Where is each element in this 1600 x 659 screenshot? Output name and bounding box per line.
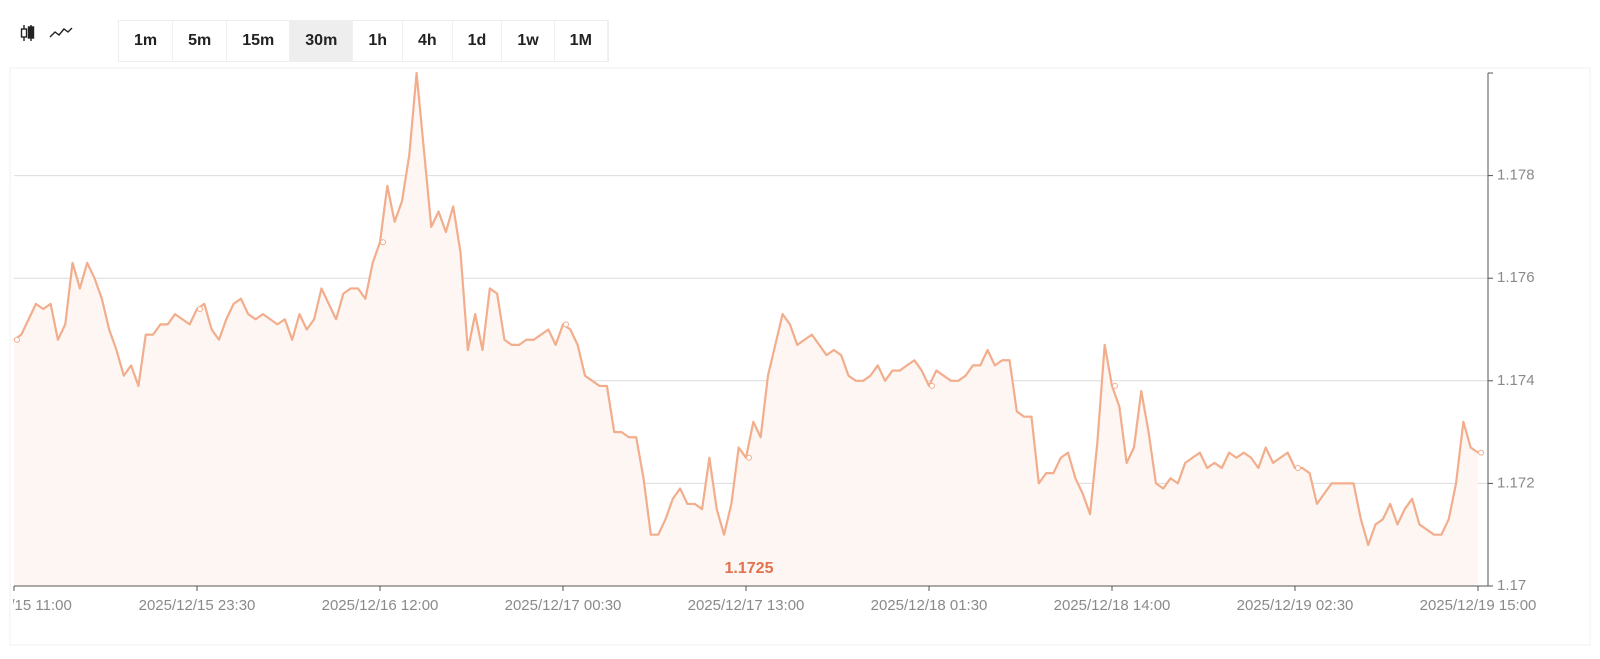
y-tick-label: 1.17	[1497, 577, 1526, 594]
point-marker	[563, 321, 569, 328]
x-tick-label: 2025/12/19 15:00	[1420, 597, 1537, 614]
chart-style-icons	[20, 25, 73, 41]
interval-button[interactable]: 1w	[502, 21, 555, 61]
chart-frame	[9, 67, 1591, 646]
point-marker	[197, 305, 203, 312]
point-marker	[1478, 449, 1484, 456]
interval-button[interactable]: 30m	[290, 21, 354, 61]
annotation: 1.1725	[725, 560, 774, 577]
interval-button[interactable]: 15m	[227, 21, 291, 61]
x-tick-label: 2025/12/15 23:30	[139, 597, 256, 614]
point-marker	[1295, 465, 1301, 472]
point-marker	[14, 336, 20, 343]
interval-button[interactable]: 1h	[353, 21, 403, 61]
interval-button[interactable]: 4h	[402, 21, 453, 61]
interval-button[interactable]: 1d	[452, 21, 503, 61]
point-marker	[746, 454, 752, 461]
point-marker	[380, 239, 386, 246]
x-tick-label: 2025/12/16 12:00	[322, 597, 439, 614]
point-marker	[1112, 382, 1118, 389]
x-tick-label: 2025/12/17 00:30	[505, 597, 622, 614]
interval-button[interactable]: 1m	[119, 21, 174, 61]
y-tick-label: 1.172	[1497, 474, 1535, 491]
interval-button[interactable]: 1M	[554, 21, 608, 61]
y-tick-label: 1.176	[1497, 269, 1535, 286]
line-icon[interactable]	[49, 27, 73, 38]
x-tick-label: 2025/12/17 13:00	[688, 597, 805, 614]
x-tick-label: 2025/12/19 02:30	[1237, 597, 1354, 614]
y-tick-label: 1.178	[1497, 167, 1535, 184]
interval-button[interactable]: 5m	[173, 21, 228, 61]
x-tick-label: 2025/12/18 01:30	[871, 597, 988, 614]
candlestick-icon[interactable]	[20, 25, 35, 41]
interval-toolbar: 1m 5m 15m 30m 1h 4h 1d 1w 1M	[118, 20, 609, 62]
area	[14, 73, 1478, 586]
x-tick-label: 2025/12/18 14:00	[1054, 597, 1171, 614]
x-tick-label: 2025/12/15 11:00	[0, 597, 72, 614]
point-marker	[929, 382, 935, 389]
y-tick-label: 1.174	[1497, 372, 1535, 389]
